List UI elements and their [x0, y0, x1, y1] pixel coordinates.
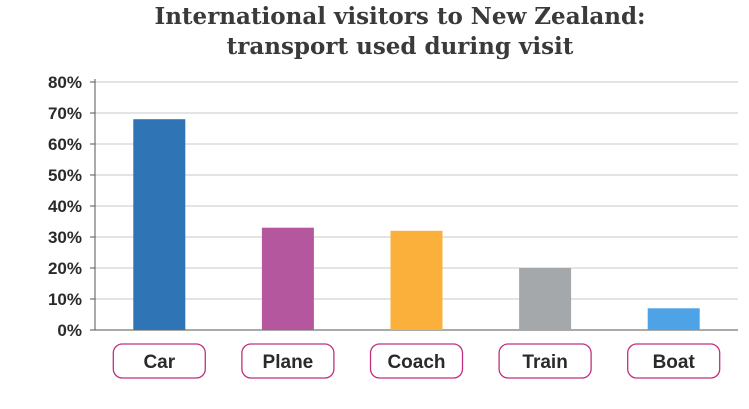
category-label-box	[627, 343, 721, 379]
bar-coach	[390, 230, 443, 330]
category-label: Car	[143, 352, 175, 373]
category-label-box	[241, 343, 335, 379]
y-tick-label: 10%	[48, 290, 82, 309]
bar-car	[133, 119, 186, 330]
y-tick-label: 60%	[48, 135, 82, 154]
y-tick-label: 50%	[48, 166, 82, 185]
category-label-box	[112, 343, 206, 379]
category-label: Coach	[387, 352, 445, 373]
y-tick-label: 40%	[48, 197, 82, 216]
bar-train	[519, 268, 572, 330]
y-tick-label: 70%	[48, 104, 82, 123]
y-tick-label: 20%	[48, 259, 82, 278]
category-label-box	[498, 343, 592, 379]
bar-boat	[647, 308, 700, 330]
category-label-box	[369, 343, 464, 379]
y-tick-label: 80%	[48, 73, 82, 92]
category-label: Boat	[653, 352, 696, 373]
chart-title-line-2: transport used during visit	[226, 33, 574, 60]
y-tick-label: 0%	[57, 321, 82, 340]
category-label: Train	[522, 352, 567, 373]
category-label: Plane	[263, 352, 314, 373]
chart-title: International visitors to New Zealand: t…	[0, 2, 749, 62]
chart-title-line-1: International visitors to New Zealand:	[154, 3, 646, 30]
y-tick-label: 30%	[48, 228, 82, 247]
bar-plane	[261, 227, 314, 330]
